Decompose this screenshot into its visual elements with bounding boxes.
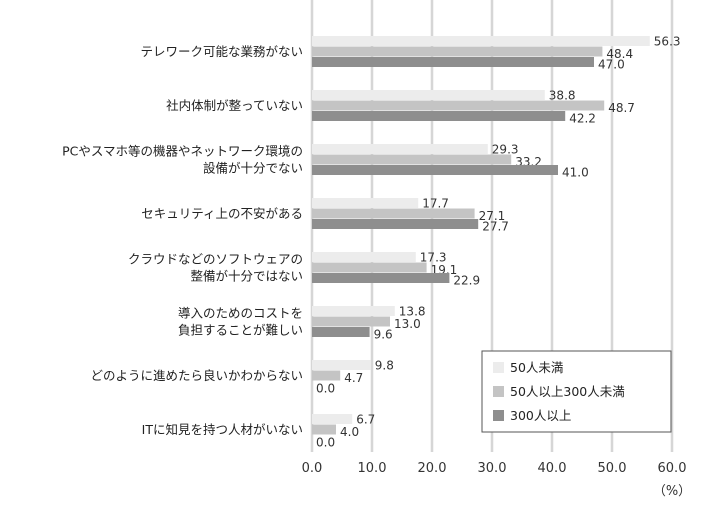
bar (312, 100, 605, 111)
category-label: 整備が十分ではない (190, 269, 303, 284)
bar (312, 219, 479, 229)
bar (312, 46, 603, 57)
bar (312, 414, 353, 424)
legend-swatch (493, 386, 504, 397)
category-label: ITに知見を持つ人材がいない (142, 422, 303, 437)
bar (312, 262, 427, 273)
bar (312, 252, 416, 262)
bar (312, 57, 594, 67)
legend-swatch (493, 410, 504, 421)
value-label: 13.0 (394, 317, 421, 331)
value-label: 56.3 (654, 35, 681, 49)
value-label: 48.4 (606, 47, 633, 61)
bar (312, 198, 419, 208)
value-label: 17.3 (420, 251, 447, 265)
category-label: 社内体制が整っていない (166, 98, 303, 113)
value-label: 29.3 (492, 143, 519, 157)
bar (312, 360, 371, 370)
bar (312, 36, 650, 46)
category-label: PCやスマホ等の機器やネットワーク環境の (62, 144, 303, 159)
category-label: 設備が十分でない (203, 161, 303, 176)
value-label: 41.0 (562, 166, 589, 180)
value-label: 38.8 (549, 89, 576, 103)
value-label: 9.8 (375, 359, 394, 373)
value-label: 4.7 (344, 371, 363, 385)
bar (312, 370, 341, 381)
legend-swatch (493, 362, 504, 373)
value-label: 27.7 (482, 220, 509, 234)
value-label: 47.0 (598, 58, 625, 72)
bar (312, 144, 488, 154)
bar (312, 424, 336, 435)
legend-box (481, 350, 672, 433)
value-label: 13.8 (399, 305, 426, 319)
bar (312, 208, 475, 219)
legend-label: 300人以上 (510, 408, 571, 423)
bar (312, 165, 558, 175)
x-tick-label: 10.0 (358, 461, 387, 476)
bar (312, 273, 450, 283)
x-axis-unit: （%） (653, 484, 691, 499)
bar (312, 90, 545, 100)
category-label: セキュリティ上の不安がある (141, 206, 303, 221)
bar (312, 306, 395, 316)
x-tick-label: 60.0 (658, 461, 687, 476)
x-tick-label: 0.0 (302, 461, 323, 476)
x-tick-label: 40.0 (538, 461, 567, 476)
value-label: 4.0 (340, 425, 359, 439)
category-label: どのように進めたら良いかわからない (90, 368, 303, 383)
category-label: 負担することが難しい (178, 323, 303, 338)
value-label: 27.1 (479, 209, 506, 223)
category-label: 導入のためのコストを (178, 306, 303, 321)
value-label: 0.0 (316, 382, 335, 396)
category-label: クラウドなどのソフトウェアの (128, 252, 303, 267)
value-label: 17.7 (422, 197, 449, 211)
value-label: 6.7 (356, 413, 375, 427)
category-label: テレワーク可能な業務がない (140, 44, 303, 59)
bar (312, 316, 390, 327)
x-tick-label: 30.0 (478, 461, 507, 476)
x-tick-label: 50.0 (598, 461, 627, 476)
value-label: 0.0 (316, 436, 335, 450)
value-label: 42.2 (569, 112, 596, 126)
bar (312, 327, 370, 337)
legend-label: 50人以上300人未満 (510, 384, 625, 399)
legend-label: 50人未満 (510, 360, 563, 375)
bar (312, 154, 512, 165)
x-tick-label: 20.0 (418, 461, 447, 476)
value-label: 48.7 (608, 101, 635, 115)
value-label: 9.6 (374, 328, 393, 342)
bar (312, 111, 566, 121)
value-label: 22.9 (453, 274, 480, 288)
